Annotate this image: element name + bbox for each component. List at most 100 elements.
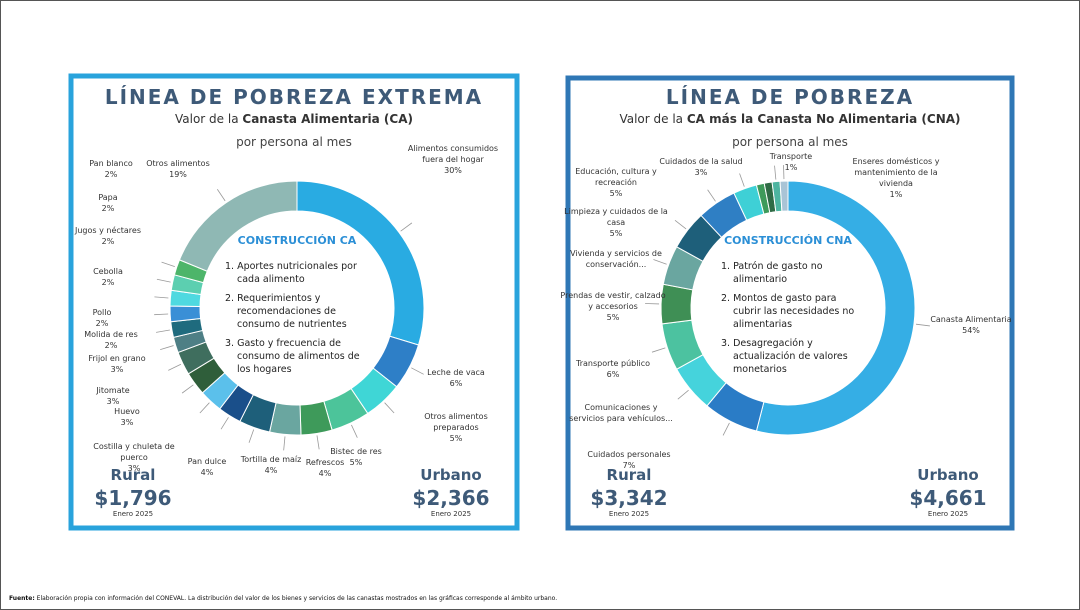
category-label: Molida de res bbox=[84, 330, 138, 339]
source-note: Fuente: Elaboración propia con informaci… bbox=[9, 595, 557, 602]
leader-line bbox=[411, 367, 424, 375]
total-amount: $1,796 bbox=[94, 486, 172, 510]
segment-label: Transporte 1% bbox=[736, 151, 846, 173]
segment-label: Frijol en grano 3% bbox=[62, 353, 172, 375]
leader-line bbox=[739, 173, 745, 187]
value-label: 54% bbox=[962, 326, 980, 335]
value-label: 3% bbox=[110, 365, 124, 374]
total-label: Urbano bbox=[917, 466, 979, 484]
leader-line bbox=[248, 429, 255, 443]
leader-line bbox=[181, 384, 194, 394]
value-label: 6% bbox=[606, 370, 620, 379]
category-label: Cuidados personales bbox=[587, 450, 671, 459]
category-label: Prendas de vestir, calzado y accesorios bbox=[560, 291, 666, 311]
category-label: Enseres domésticos y mantenimiento de la… bbox=[852, 157, 940, 188]
segment-label: Pollo 2% bbox=[47, 307, 157, 329]
subtitle-bold: CA más la Canasta No Alimentaria (CNA) bbox=[686, 112, 961, 126]
subtitle: Valor de la CA más la Canasta No Aliment… bbox=[570, 112, 1010, 126]
category-label: Otros alimentos preparados bbox=[424, 412, 488, 432]
value-label: 2% bbox=[104, 170, 118, 179]
value-label: 19% bbox=[169, 170, 187, 179]
value-label: 4% bbox=[264, 466, 278, 475]
segment-label: Transporte público 6% bbox=[558, 358, 668, 380]
category-label: Costilla y chuleta de puerco bbox=[93, 442, 175, 462]
category-label: Comunicaciones y servicios para vehículo… bbox=[569, 403, 673, 423]
total-label: Urbano bbox=[420, 466, 482, 484]
leader-line bbox=[283, 436, 286, 451]
category-label: Alimentos consumidos fuera del hogar bbox=[407, 144, 499, 164]
notes-list: 1. Patrón de gasto no alimentario 2. Mont… bbox=[721, 260, 856, 382]
total-date: Enero 2025 bbox=[430, 510, 472, 518]
note-item: 3. Gasto y frecuencia de consumo de alim… bbox=[225, 338, 360, 375]
segment-label: Otros alimentos 19% bbox=[123, 158, 233, 180]
segment-label: Tortilla de maíz 4% bbox=[216, 454, 326, 476]
segment-label: Bistec de res 5% bbox=[301, 446, 411, 468]
leader-line bbox=[154, 313, 169, 316]
category-label: Papa bbox=[98, 193, 118, 202]
source-text: Elaboración propia con información del C… bbox=[36, 595, 558, 602]
segment-label: Huevo 3% bbox=[72, 406, 182, 428]
segment-label: Pan blanco 2% bbox=[56, 158, 166, 180]
note-item: 3. Desagregación y actualización de valo… bbox=[721, 338, 848, 375]
segment-label: Cebolla 2% bbox=[53, 266, 163, 288]
note-item: 1. Patrón de gasto no alimentario bbox=[721, 261, 823, 285]
panel-frame bbox=[565, 75, 1015, 531]
total-date: Enero 2025 bbox=[112, 510, 154, 518]
total-amount: $2,366 bbox=[412, 486, 490, 510]
leader-line bbox=[915, 323, 930, 327]
category-label: Pan blanco bbox=[89, 159, 133, 168]
category-label: Educación, cultura y recreación bbox=[575, 167, 657, 187]
leader-line bbox=[199, 402, 210, 414]
value-label: 1% bbox=[889, 190, 903, 199]
category-label: Jugos y néctares bbox=[74, 226, 142, 235]
leader-line bbox=[161, 261, 175, 267]
panel-title: LÍNEA DE POBREZA EXTREMA bbox=[104, 85, 484, 109]
value-label: 5% bbox=[349, 458, 363, 467]
segment-label: Costilla y chuleta de puerco 3% bbox=[79, 441, 189, 474]
value-label: 2% bbox=[101, 237, 115, 246]
segment-label: Papa 2% bbox=[53, 192, 163, 214]
segment-label: Refrescos 4% bbox=[270, 457, 380, 479]
value-label: 4% bbox=[200, 468, 214, 477]
notes-title: CONSTRUCCIÓN CNA bbox=[724, 234, 852, 247]
value-label: 2% bbox=[101, 204, 115, 213]
total-block: Rural $1,796 Enero 2025 bbox=[73, 466, 193, 518]
total-amount: $4,661 bbox=[909, 486, 987, 510]
leader-line bbox=[722, 422, 730, 436]
donut-segment bbox=[779, 180, 789, 212]
leader-line bbox=[168, 363, 182, 371]
value-label: 5% bbox=[449, 434, 463, 443]
leader-line bbox=[216, 189, 226, 202]
subtitle: Valor de la Canasta Alimentaria (CA) bbox=[74, 112, 514, 126]
segment-label: Prendas de vestir, calzado y accesorios 5… bbox=[558, 290, 668, 323]
category-label: Pan dulce bbox=[187, 457, 227, 466]
notes-list: 1. Aportes nutricionales por cada alimen… bbox=[225, 260, 360, 382]
segment-label: Molida de res 2% bbox=[56, 329, 166, 351]
leader-line bbox=[156, 329, 170, 333]
segment-label: Enseres domésticos y mantenimiento de la… bbox=[841, 156, 951, 200]
note-item: 2. Montos de gasto para cubrir las neces… bbox=[721, 293, 855, 330]
category-label: Bistec de res bbox=[330, 447, 382, 456]
total-label: Rural bbox=[110, 466, 156, 484]
notes-title: CONSTRUCCIÓN CA bbox=[237, 234, 357, 247]
value-label: 5% bbox=[609, 189, 623, 198]
segment-label: Leche de vaca 6% bbox=[401, 367, 511, 389]
value-label: 4% bbox=[318, 469, 332, 478]
segment-label: Otros alimentos preparados 5% bbox=[401, 411, 511, 444]
caption: por persona al mes bbox=[236, 135, 352, 149]
note-item: 2. Requerimientos y recomendaciones de c… bbox=[225, 293, 347, 330]
category-label: Transporte bbox=[769, 152, 813, 161]
value-label: 3% bbox=[127, 464, 141, 473]
total-amount: $3,342 bbox=[590, 486, 668, 510]
leader-line bbox=[651, 347, 666, 353]
donut-segment bbox=[169, 305, 202, 323]
leader-line bbox=[154, 296, 169, 299]
category-label: Otros alimentos bbox=[146, 159, 210, 168]
category-label: Canasta Alimentaria bbox=[930, 315, 1012, 324]
donut-segment bbox=[755, 180, 916, 436]
segment-label: Jitomate 3% bbox=[58, 385, 168, 407]
leader-line bbox=[220, 417, 229, 430]
value-label: 2% bbox=[104, 341, 118, 350]
category-label: Jitomate bbox=[96, 386, 130, 395]
